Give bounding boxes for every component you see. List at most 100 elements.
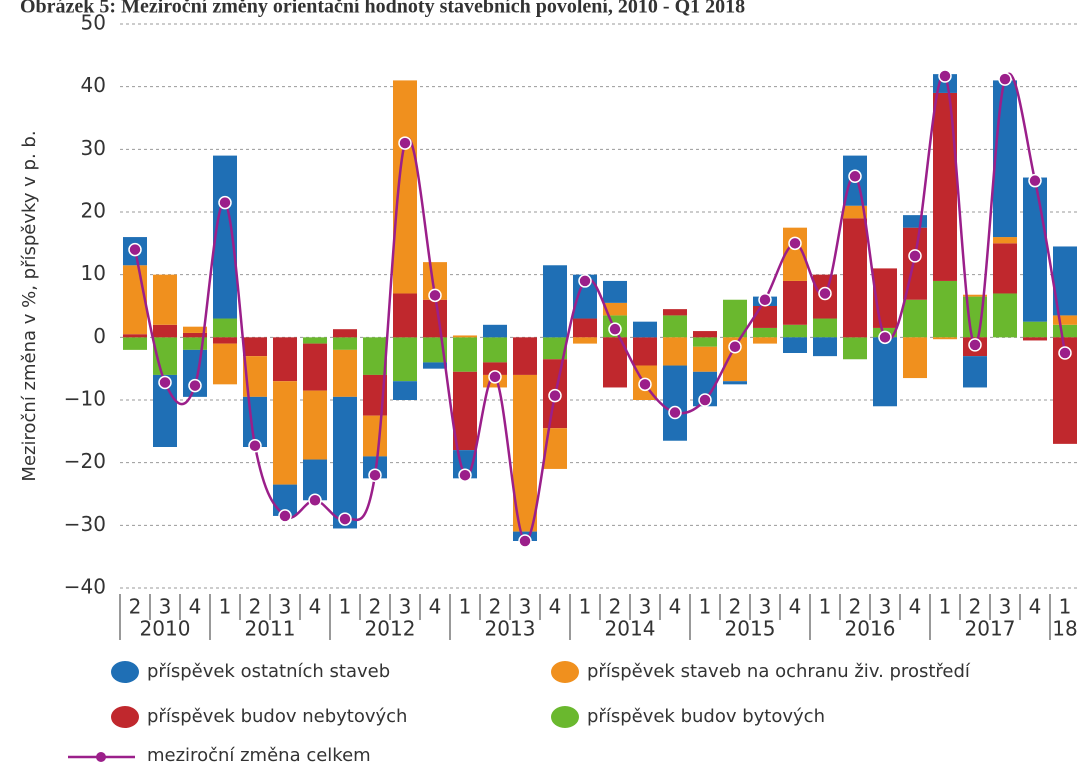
bar-segment	[453, 335, 477, 338]
x-tick-label: 4	[429, 595, 442, 619]
total-marker	[848, 169, 862, 184]
total-marker	[248, 438, 262, 453]
bar-segment	[423, 362, 447, 369]
x-year-label: 2016	[845, 617, 896, 641]
legend-swatch	[551, 661, 579, 683]
total-marker	[368, 468, 382, 482]
x-tick-label: 3	[279, 595, 292, 619]
x-year-label: 2012	[365, 617, 416, 641]
x-tick-label: 2	[609, 595, 622, 619]
total-marker	[128, 242, 142, 257]
total-marker	[728, 339, 742, 354]
legend-marker	[96, 752, 106, 762]
bar-segment	[963, 356, 987, 388]
bar-segment	[123, 337, 147, 350]
x-tick-label: 4	[309, 595, 322, 619]
total-marker	[458, 468, 472, 482]
bar-segment	[753, 337, 777, 344]
bar-segment	[393, 293, 417, 338]
total-marker	[158, 375, 172, 390]
total-marker	[218, 195, 232, 210]
bar-segment	[333, 349, 357, 397]
bar-segment	[1023, 337, 1047, 341]
x-tick-label: 3	[759, 595, 772, 619]
y-tick-label: −40	[64, 575, 106, 599]
bar-segment	[933, 280, 957, 338]
total-marker	[758, 292, 772, 307]
x-tick-label: 2	[969, 595, 982, 619]
y-tick-label: 30	[81, 136, 106, 160]
bar-segment	[903, 299, 927, 338]
bar-segment	[573, 337, 597, 344]
bar-segment	[993, 243, 1017, 294]
x-tick-label: 4	[789, 595, 802, 619]
bar-segment	[753, 306, 777, 328]
bar-segment	[213, 343, 237, 385]
total-marker	[188, 378, 202, 393]
total-marker	[668, 405, 682, 420]
x-tick-label: 3	[879, 595, 892, 619]
bar-segment	[993, 237, 1017, 244]
bar-segment	[333, 337, 357, 350]
bar-segment	[123, 265, 147, 335]
total-marker	[818, 286, 832, 301]
x-year-label: 2014	[605, 617, 656, 641]
total-marker	[788, 236, 802, 251]
bar-segment	[453, 371, 477, 451]
bar-segment	[993, 80, 1017, 238]
bar-segment	[423, 299, 447, 338]
x-tick-label: 3	[999, 595, 1012, 619]
bar-segment	[933, 337, 957, 340]
x-tick-label: 2	[489, 595, 502, 619]
x-year-label: 2015	[725, 617, 776, 641]
bar-segment	[183, 326, 207, 333]
bar-segment	[213, 318, 237, 338]
x-tick-label: 4	[189, 595, 202, 619]
bar-segment	[273, 381, 297, 485]
legend-swatch	[551, 706, 579, 728]
bar-segment	[303, 390, 327, 460]
x-tick-label: 3	[399, 595, 412, 619]
bar-segment	[1023, 177, 1047, 322]
total-marker	[908, 249, 922, 263]
bar-segment	[363, 415, 387, 457]
bar-segment	[1023, 321, 1047, 338]
bar-segment	[183, 332, 207, 338]
y-tick-label: −30	[64, 512, 106, 536]
bar-segment	[483, 362, 507, 375]
y-tick-label: −20	[64, 449, 106, 473]
bar-segment	[693, 337, 717, 347]
legend-label: příspěvek budov nebytových	[147, 706, 407, 727]
x-year-label: 2013	[485, 617, 536, 641]
x-tick-label: 2	[129, 595, 142, 619]
total-marker	[488, 370, 502, 384]
legend-label: příspěvek staveb na ochranu živ. prostře…	[587, 661, 971, 682]
y-tick-label: 20	[81, 199, 106, 223]
bar-segment	[333, 329, 357, 338]
bar-segment	[303, 337, 327, 344]
bar-segment	[963, 294, 987, 297]
total-marker	[398, 136, 412, 150]
total-marker	[518, 534, 532, 548]
x-tick-label: 4	[909, 595, 922, 619]
legend-label: meziroční změna celkem	[147, 745, 371, 766]
x-year-label: 18	[1052, 617, 1077, 641]
legend-label: příspěvek budov bytových	[587, 706, 825, 727]
bar-segment	[543, 337, 567, 360]
bar-segment	[513, 337, 537, 375]
bar-segment	[1053, 324, 1077, 338]
bar-segment	[1053, 315, 1077, 325]
bar-segment	[783, 337, 807, 353]
bar-segment	[333, 396, 357, 529]
bar-segment	[393, 381, 417, 400]
total-marker	[578, 274, 592, 288]
bar-segment	[393, 80, 417, 294]
y-axis-label: Meziroční změna v %, příspěvky v p. b.	[19, 130, 40, 481]
bar-segment	[723, 299, 747, 338]
x-tick-label: 2	[369, 595, 382, 619]
total-marker	[1058, 346, 1072, 360]
bar-segment	[153, 274, 177, 325]
bar-segment	[633, 337, 657, 366]
bar-segment	[663, 365, 687, 441]
